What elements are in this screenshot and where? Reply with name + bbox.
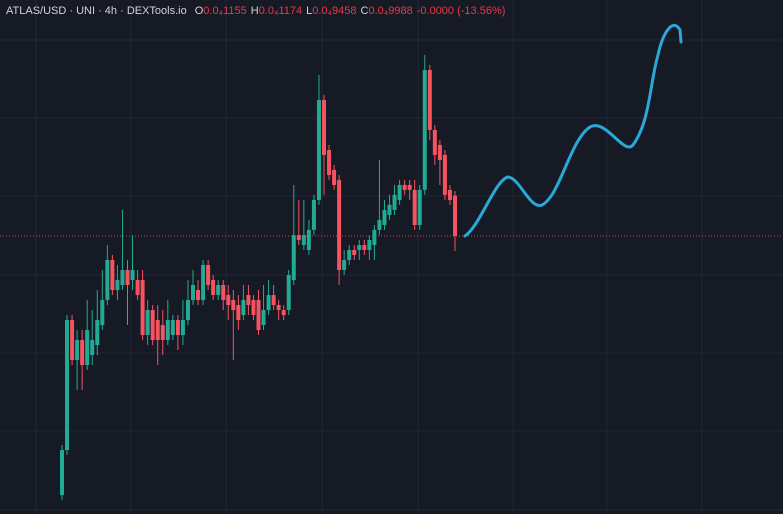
candle-body [226,295,231,306]
ohlc-key: C [361,5,369,17]
candle-body [75,340,80,361]
candle-body [175,320,180,336]
ohlc-value: 0.0₄1174 [259,5,302,17]
candle-body [140,280,145,336]
candle-body [362,244,367,250]
candle-body [211,280,216,296]
candle-body [90,340,95,356]
candle-body [432,129,437,155]
candle-body [95,320,100,346]
candle-body [170,320,175,336]
candle-body [115,280,120,291]
candle-body [281,310,286,316]
change-label: -0.0000 (-13.56%) [417,5,506,17]
candle-body [85,330,90,366]
candle-body [271,295,276,306]
candle-body [316,100,321,200]
candle-body [397,184,402,200]
candle-body [352,249,357,255]
candle-body [453,195,457,236]
candle-body [322,100,326,155]
candle-body [296,235,301,240]
candle-body [372,229,377,245]
candle-body [407,184,412,190]
candle-body [180,320,185,336]
candle-body [60,450,64,496]
candle-body [442,154,447,195]
ohlc-value: 0.0₄9988 [368,5,412,17]
candle-body [150,310,155,341]
candle-body [110,259,115,291]
candle-body [130,269,135,281]
header: ATLAS/USD · UNI · 4h · DEXTools.io O 0.0₄… [6,5,505,17]
candle-body [327,150,332,175]
candle-body [206,265,211,286]
chart-title: ATLAS/USD · UNI · 4h · DEXTools.io [6,5,187,17]
candle-body [367,239,372,250]
candle-body [417,189,422,226]
candle-body [256,300,261,331]
candle-body [402,184,407,190]
candle-body [306,229,311,250]
candle-body [301,235,306,245]
candle-body [332,169,337,185]
candle-body [231,300,236,311]
candle-body [100,300,105,326]
candle-body [216,285,221,296]
candles [0,54,783,501]
candle-body [125,269,130,286]
candle-body [357,244,362,250]
candle-body [392,194,397,210]
candle-body [342,259,347,270]
ohlc-value: 0.0₄1155 [203,5,246,17]
candle-body [135,280,140,296]
candle-body [221,285,226,301]
candle-body [160,325,165,341]
ohlc-key: H [251,5,259,17]
candle-body [387,204,392,216]
ohlc-value: 0.0₄9458 [312,5,356,17]
candle-body [196,290,201,301]
candle-body [337,179,342,270]
candle-body [382,209,387,226]
candle-body [241,300,246,316]
candle-body [65,320,70,451]
candle-body [291,235,296,281]
candle-body [377,219,382,230]
candle-body [251,300,256,316]
candle-body [447,189,452,200]
candle-body [261,310,266,326]
candle-body [105,259,110,301]
candle-body [120,269,125,286]
candle-body [246,295,251,306]
candle-body [422,70,427,190]
candle-body [286,275,291,311]
candle-body [185,300,190,321]
candle-body [266,295,271,311]
candle-body [70,320,75,361]
candle-body [165,320,170,341]
candle-body [276,305,281,311]
candle-body [155,320,160,341]
candle-body [80,340,85,366]
candle-body [347,249,352,260]
candle-body [427,70,432,130]
ohlc-key: L [306,5,312,17]
candle-body [201,265,206,301]
candle-body [412,189,417,226]
candle-body [145,310,150,336]
candle-body [311,199,316,230]
candle-body [437,144,442,160]
drawn-projection [463,23,683,238]
candle-body [191,285,195,301]
ohlc-key: O [195,5,204,17]
candle-body [236,305,241,321]
